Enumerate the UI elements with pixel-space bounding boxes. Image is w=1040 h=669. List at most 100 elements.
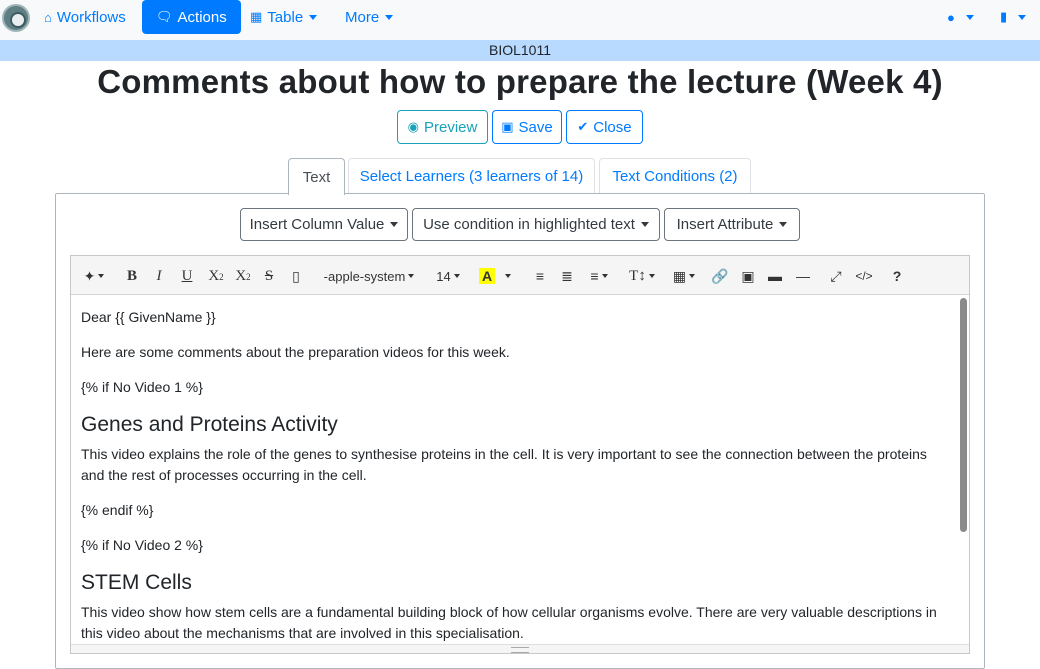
tab-select-learners[interactable]: Select Learners (3 learners of 14) <box>348 158 595 194</box>
eraser-icon: ▯ <box>292 267 300 284</box>
superscript-icon: X2 <box>208 267 224 284</box>
bold-button[interactable]: B <box>126 267 137 284</box>
insert-column-dropdown[interactable]: Insert Column Value <box>240 208 408 241</box>
comments-icon: 🗨 <box>156 9 173 24</box>
nav-actions[interactable]: 🗨 Actions <box>142 0 241 34</box>
paragraph: Dear {{ GivenName }} <box>81 309 216 325</box>
docs-menu[interactable]: ▮ <box>1000 0 1027 34</box>
book-icon: ▮ <box>1000 9 1008 24</box>
code-icon: </> <box>855 269 873 283</box>
paragraph-align-dropdown[interactable]: ≡ <box>585 264 613 288</box>
eraser-button[interactable]: ▯ <box>286 264 306 288</box>
link-icon: 🔗 <box>711 267 729 284</box>
use-condition-dropdown[interactable]: Use condition in highlighted text <box>412 208 660 241</box>
chevron-down-icon <box>390 222 399 227</box>
minus-icon: — <box>796 268 810 284</box>
ordered-list-icon: ≣ <box>561 267 573 284</box>
nav-more-label: More <box>345 8 380 26</box>
text-color-dropdown[interactable] <box>501 264 515 288</box>
subscript-button[interactable]: X2 <box>232 264 254 288</box>
superscript-button[interactable]: X2 <box>205 264 227 288</box>
italic-button[interactable]: I <box>156 267 162 284</box>
chevron-down-icon <box>779 222 788 227</box>
preview-button[interactable]: ◉ Preview <box>397 110 488 144</box>
user-menu[interactable]: ● <box>947 0 974 34</box>
use-condition-label: Use condition in highlighted text <box>423 216 635 233</box>
font-size-dropdown[interactable]: 14 <box>431 264 465 288</box>
nav-table[interactable]: ▦ Table <box>250 0 318 34</box>
link-button[interactable]: 🔗 <box>710 264 730 288</box>
chevron-down-icon <box>965 14 974 20</box>
chevron-down-icon <box>640 222 649 227</box>
chevron-down-icon <box>309 14 318 20</box>
eye-icon: ◉ <box>407 119 419 134</box>
course-bar: BIOL1011 <box>0 40 1040 61</box>
scrollbar-thumb[interactable] <box>960 298 967 532</box>
close-label: Close <box>593 118 632 136</box>
magic-style-button[interactable]: ✦ <box>79 264 109 288</box>
close-button[interactable]: ✔ Close <box>566 110 643 144</box>
video-icon: ▬ <box>768 268 782 284</box>
save-icon: ▣ <box>501 119 514 134</box>
paragraph: {% endif %} <box>81 502 154 518</box>
paragraph: {% if No Video 1 %} <box>81 379 203 395</box>
horizontal-rule-button[interactable]: — <box>793 264 813 288</box>
tab-text[interactable]: Text <box>288 158 345 195</box>
nav-workflows-label: Workflows <box>56 8 126 26</box>
numbered-list-button[interactable]: ≣ <box>557 264 577 288</box>
rich-text-editor: ✦ B I U X2 X2 S ▯ -apple-system 14 A ≡ ≣… <box>70 255 970 654</box>
table-insert-dropdown[interactable]: ▦ <box>670 264 698 288</box>
image-icon: ▣ <box>741 267 755 284</box>
bullet-list-button[interactable]: ≡ <box>530 264 550 288</box>
help-button[interactable]: ? <box>892 268 902 284</box>
strikethrough-icon: S <box>264 267 274 284</box>
save-button[interactable]: ▣ Save <box>492 110 562 144</box>
font-color-icon: A <box>478 268 496 284</box>
section-heading: Genes and Proteins Activity <box>81 413 338 436</box>
section-heading: STEM Cells <box>81 571 192 594</box>
chevron-down-icon <box>385 14 394 20</box>
tab-text-conditions[interactable]: Text Conditions (2) <box>599 158 751 194</box>
resize-handle[interactable] <box>71 644 969 653</box>
fullscreen-button[interactable]: ⤢ <box>826 264 846 288</box>
insert-attribute-dropdown[interactable]: Insert Attribute <box>664 208 800 241</box>
subscript-icon: X2 <box>235 267 251 284</box>
top-navbar: ⌂ Workflows 🗨 Actions ▦ Table More ● ▮ <box>0 0 1040 40</box>
paragraph: This video explains the role of the gene… <box>81 446 927 483</box>
table-icon: ▦ <box>250 9 263 24</box>
font-family-dropdown[interactable]: -apple-system <box>318 264 420 288</box>
save-label: Save <box>518 118 553 136</box>
insert-attribute-label: Insert Attribute <box>676 216 774 233</box>
code-view-button[interactable]: </> <box>852 264 876 288</box>
nav-workflows[interactable]: ⌂ Workflows <box>44 0 126 34</box>
text-color-button[interactable]: A <box>476 264 498 288</box>
user-icon: ● <box>947 9 955 25</box>
editor-content[interactable]: Dear {{ GivenName }} Here are some comme… <box>71 296 959 644</box>
unordered-list-icon: ≡ <box>535 268 545 284</box>
underline-button[interactable]: U <box>181 267 193 284</box>
align-left-icon: ≡ <box>590 268 599 284</box>
expand-icon: ⤢ <box>830 267 842 284</box>
nav-actions-label: Actions <box>177 8 227 26</box>
table-icon: ▦ <box>672 267 687 284</box>
text-height-icon: T↕ <box>629 267 646 284</box>
font-family-value: -apple-system <box>323 268 406 284</box>
nav-table-label: Table <box>267 8 304 26</box>
nav-more[interactable]: More <box>345 0 394 34</box>
magic-wand-icon: ✦ <box>83 267 96 284</box>
video-button[interactable]: ▬ <box>765 264 785 288</box>
page-title: Comments about how to prepare the lectur… <box>97 63 943 100</box>
home-icon: ⌂ <box>44 9 52 25</box>
paragraph: This video show how stem cells are a fun… <box>81 604 937 641</box>
check-icon: ✔ <box>577 119 589 134</box>
strikethrough-button[interactable]: S <box>259 264 279 288</box>
chevron-down-icon <box>1018 14 1027 20</box>
insert-column-label: Insert Column Value <box>249 216 385 233</box>
preview-label: Preview <box>423 118 478 136</box>
editor-toolbar: ✦ B I U X2 X2 S ▯ -apple-system 14 A ≡ ≣… <box>71 256 969 295</box>
font-size-value: 14 <box>436 268 451 284</box>
app-logo[interactable] <box>2 4 30 32</box>
paragraph: Here are some comments about the prepara… <box>81 344 510 360</box>
line-height-dropdown[interactable]: T↕ <box>625 264 659 288</box>
image-button[interactable]: ▣ <box>738 264 758 288</box>
